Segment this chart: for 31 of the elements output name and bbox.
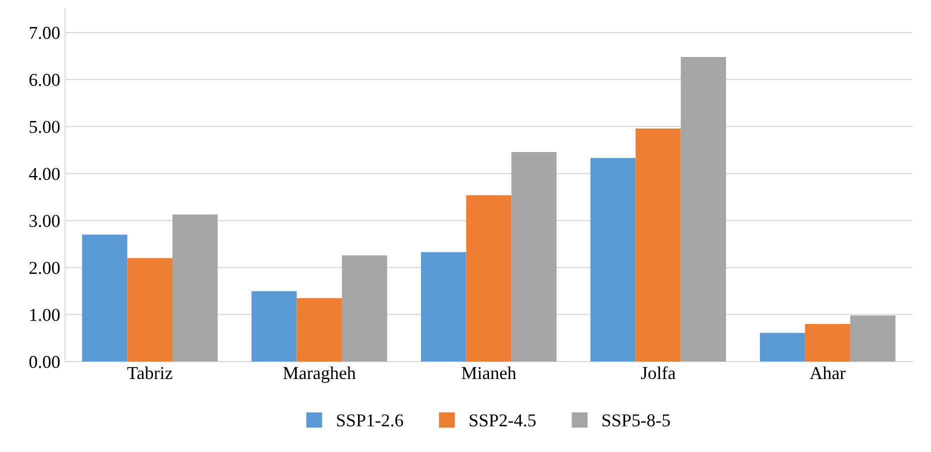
bar (760, 332, 806, 362)
bar (342, 255, 388, 362)
bar (252, 291, 297, 362)
bar (511, 152, 557, 362)
bar (636, 128, 681, 362)
x-tick-label: Jolfa (641, 366, 676, 380)
y-tick-label: 6.00 (29, 74, 60, 86)
bar (466, 195, 512, 362)
bar (127, 258, 172, 362)
bar (421, 252, 466, 362)
x-tick-label: Tabriz (127, 366, 172, 380)
y-tick-label: 2.00 (30, 262, 60, 274)
x-tick-label: Ahar (810, 366, 846, 380)
legend-label: SSP5-8-5 (602, 414, 670, 426)
bar (850, 316, 896, 362)
y-tick-label: 4.00 (29, 168, 60, 180)
y-tick-label: 3.00 (30, 214, 60, 228)
y-tick-label: 5.00 (30, 120, 60, 134)
bar (680, 56, 726, 362)
bar (590, 158, 636, 362)
x-tick-label: Mianeh (462, 366, 516, 380)
bar (82, 234, 128, 362)
legend-label: SSP1-2.6 (337, 414, 404, 427)
y-tick-label: 0.00 (29, 356, 60, 368)
x-tick-label: Maragheh (283, 366, 356, 383)
bar (296, 298, 342, 362)
y-tick-label: 7.00 (30, 26, 60, 40)
y-tick-label: 1.00 (30, 308, 60, 322)
bar (805, 324, 850, 362)
legend-label: SSP2-4.5 (470, 414, 536, 427)
bar (172, 214, 218, 362)
